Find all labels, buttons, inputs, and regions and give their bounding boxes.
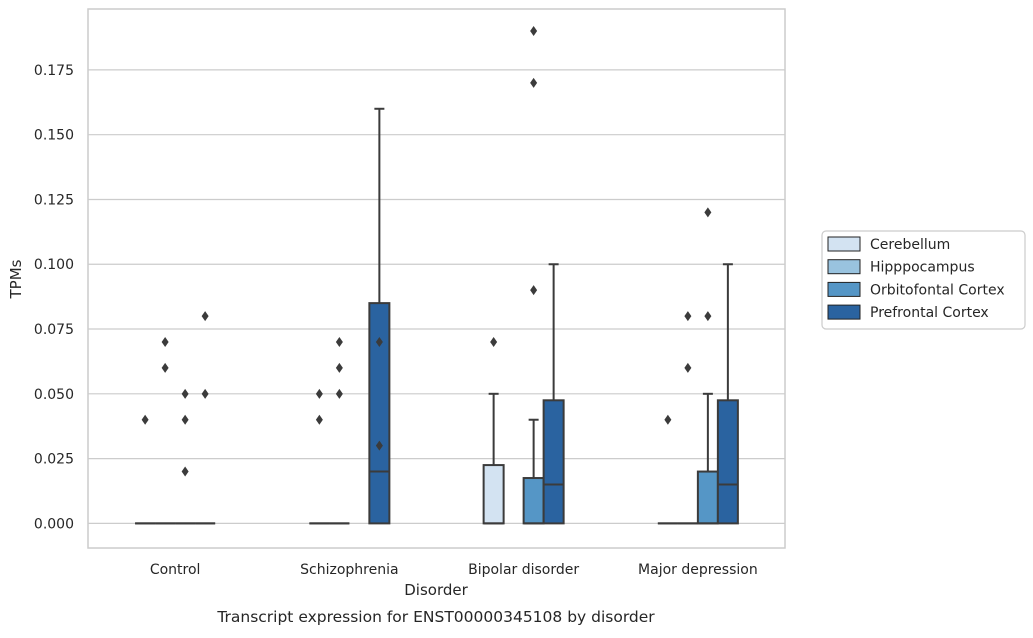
legend-label: Cerebellum bbox=[870, 237, 950, 253]
legend-swatch bbox=[827, 236, 861, 252]
grid-lines bbox=[88, 69, 785, 524]
x-tick-label: Major depression bbox=[638, 562, 758, 578]
y-axis-label: TPMs bbox=[7, 259, 25, 299]
box-prefrontal-cortex bbox=[716, 263, 739, 525]
box-orbitofontal-cortex bbox=[522, 26, 545, 525]
box-cerebellum bbox=[309, 388, 330, 525]
box-orbitofontal-cortex bbox=[175, 388, 196, 525]
legend-label: Orbitofontal Cortex bbox=[870, 282, 1005, 298]
box-hipppocampus bbox=[677, 311, 698, 525]
x-axis-label: Disorder bbox=[404, 581, 468, 599]
x-tick-label: Schizophrenia bbox=[300, 562, 398, 578]
box-body bbox=[696, 470, 719, 525]
y-tick-label: 0.025 bbox=[34, 452, 74, 468]
outlier-point bbox=[141, 414, 149, 425]
y-tick-label: 0.100 bbox=[34, 257, 74, 273]
outlier-point bbox=[684, 362, 692, 373]
box-cerebellum bbox=[135, 414, 156, 525]
outlier-point bbox=[530, 26, 538, 37]
outlier-point bbox=[490, 336, 498, 347]
box-hipppocampus bbox=[155, 336, 176, 525]
outlier-point bbox=[315, 414, 323, 425]
outlier-point bbox=[704, 311, 712, 322]
box-series bbox=[135, 26, 739, 525]
y-tick-label: 0.125 bbox=[34, 192, 74, 208]
legend-label: Hipppocampus bbox=[870, 260, 975, 276]
legend-swatch bbox=[827, 259, 861, 275]
x-tick-label: Control bbox=[150, 562, 201, 578]
x-tick-labels: Control Schizophrenia Bipolar disorder Majo… bbox=[150, 562, 758, 578]
plot-frame bbox=[87, 8, 786, 549]
box-body bbox=[542, 399, 565, 525]
outlier-point bbox=[375, 440, 383, 451]
outlier-point bbox=[181, 388, 189, 399]
box-body bbox=[482, 464, 505, 525]
y-tick-label: 0.050 bbox=[34, 387, 74, 403]
outlier-point bbox=[335, 336, 343, 347]
outlier-point bbox=[530, 77, 538, 88]
legend: Cerebellum Hipppocampus Orbitofontal Corte… bbox=[821, 230, 1026, 330]
legend-swatch bbox=[827, 281, 861, 297]
legend-frame bbox=[821, 230, 1026, 330]
outlier-point bbox=[335, 388, 343, 399]
outlier-point bbox=[530, 285, 538, 296]
box-body bbox=[716, 399, 739, 525]
y-tick-label: 0.175 bbox=[34, 63, 74, 79]
outlier-point bbox=[201, 311, 209, 322]
box-cerebellum bbox=[482, 336, 505, 525]
box-cerebellum bbox=[657, 414, 678, 525]
outlier-point bbox=[315, 388, 323, 399]
outlier-point bbox=[201, 388, 209, 399]
outlier-point bbox=[181, 414, 189, 425]
y-tick-label: 0.000 bbox=[34, 516, 74, 532]
outlier-point bbox=[684, 311, 692, 322]
box-body bbox=[368, 302, 391, 525]
y-tick-labels: 0.000 0.025 0.050 0.075 0.100 0.125 0.150 0.175 bbox=[34, 63, 74, 532]
box-hipppocampus bbox=[329, 336, 350, 525]
box-orbitofontal-cortex bbox=[696, 207, 719, 525]
outlier-point bbox=[664, 414, 672, 425]
outlier-point bbox=[161, 336, 169, 347]
outlier-point bbox=[161, 362, 169, 373]
y-tick-label: 0.150 bbox=[34, 128, 74, 144]
outlier-point bbox=[704, 207, 712, 218]
box-prefrontal-cortex bbox=[195, 311, 216, 525]
outlier-point bbox=[375, 336, 383, 347]
chart-caption: Transcript expression for ENST0000034510… bbox=[216, 608, 655, 626]
y-tick-label: 0.075 bbox=[34, 322, 74, 338]
legend-label: Prefrontal Cortex bbox=[870, 305, 989, 321]
box-body bbox=[522, 477, 545, 525]
outlier-point bbox=[335, 362, 343, 373]
x-tick-label: Bipolar disorder bbox=[468, 562, 579, 578]
box-prefrontal-cortex bbox=[542, 263, 565, 525]
legend-swatch bbox=[827, 304, 861, 320]
box-prefrontal-cortex bbox=[368, 107, 391, 525]
outlier-point bbox=[181, 466, 189, 477]
